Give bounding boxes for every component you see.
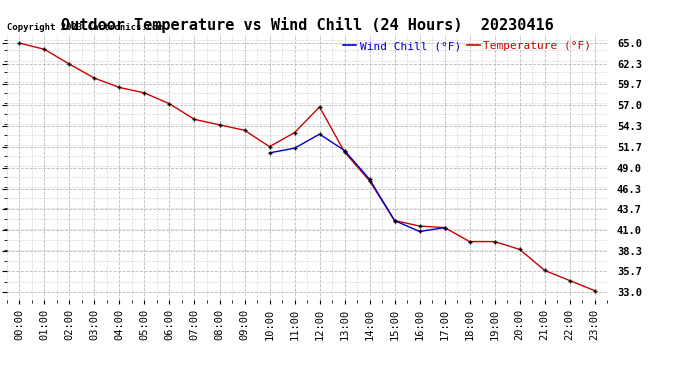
Wind Chill (°F) — [340, 148, 348, 153]
Temperature (°F) — [566, 278, 574, 283]
Temperature (°F) — [190, 117, 199, 122]
Temperature (°F) — [440, 225, 449, 230]
Temperature (°F) — [466, 239, 474, 244]
Temperature (°F) — [66, 62, 74, 66]
Temperature (°F) — [15, 41, 23, 45]
Temperature (°F) — [315, 105, 324, 109]
Temperature (°F) — [166, 102, 174, 106]
Wind Chill (°F) — [440, 225, 449, 230]
Temperature (°F) — [540, 268, 549, 273]
Line: Temperature (°F): Temperature (°F) — [17, 40, 597, 293]
Temperature (°F) — [115, 85, 124, 90]
Wind Chill (°F) — [290, 146, 299, 150]
Temperature (°F) — [40, 47, 48, 52]
Temperature (°F) — [240, 128, 248, 132]
Wind Chill (°F) — [266, 151, 274, 155]
Legend: Wind Chill (°F), Temperature (°F): Wind Chill (°F), Temperature (°F) — [339, 37, 595, 56]
Text: Copyright 2023 Cartronics.com: Copyright 2023 Cartronics.com — [7, 23, 163, 32]
Temperature (°F) — [140, 91, 148, 95]
Temperature (°F) — [591, 288, 599, 293]
Temperature (°F) — [290, 130, 299, 135]
Temperature (°F) — [90, 76, 99, 80]
Title: Outdoor Temperature vs Wind Chill (24 Hours)  20230416: Outdoor Temperature vs Wind Chill (24 Ho… — [61, 16, 553, 33]
Wind Chill (°F) — [315, 132, 324, 136]
Temperature (°F) — [366, 178, 374, 183]
Wind Chill (°F) — [391, 218, 399, 223]
Temperature (°F) — [266, 144, 274, 149]
Wind Chill (°F) — [366, 177, 374, 182]
Temperature (°F) — [340, 150, 348, 154]
Temperature (°F) — [515, 247, 524, 252]
Line: Wind Chill (°F): Wind Chill (°F) — [267, 132, 447, 234]
Temperature (°F) — [215, 123, 224, 127]
Temperature (°F) — [391, 218, 399, 223]
Wind Chill (°F) — [415, 229, 424, 234]
Temperature (°F) — [415, 224, 424, 228]
Temperature (°F) — [491, 239, 499, 244]
